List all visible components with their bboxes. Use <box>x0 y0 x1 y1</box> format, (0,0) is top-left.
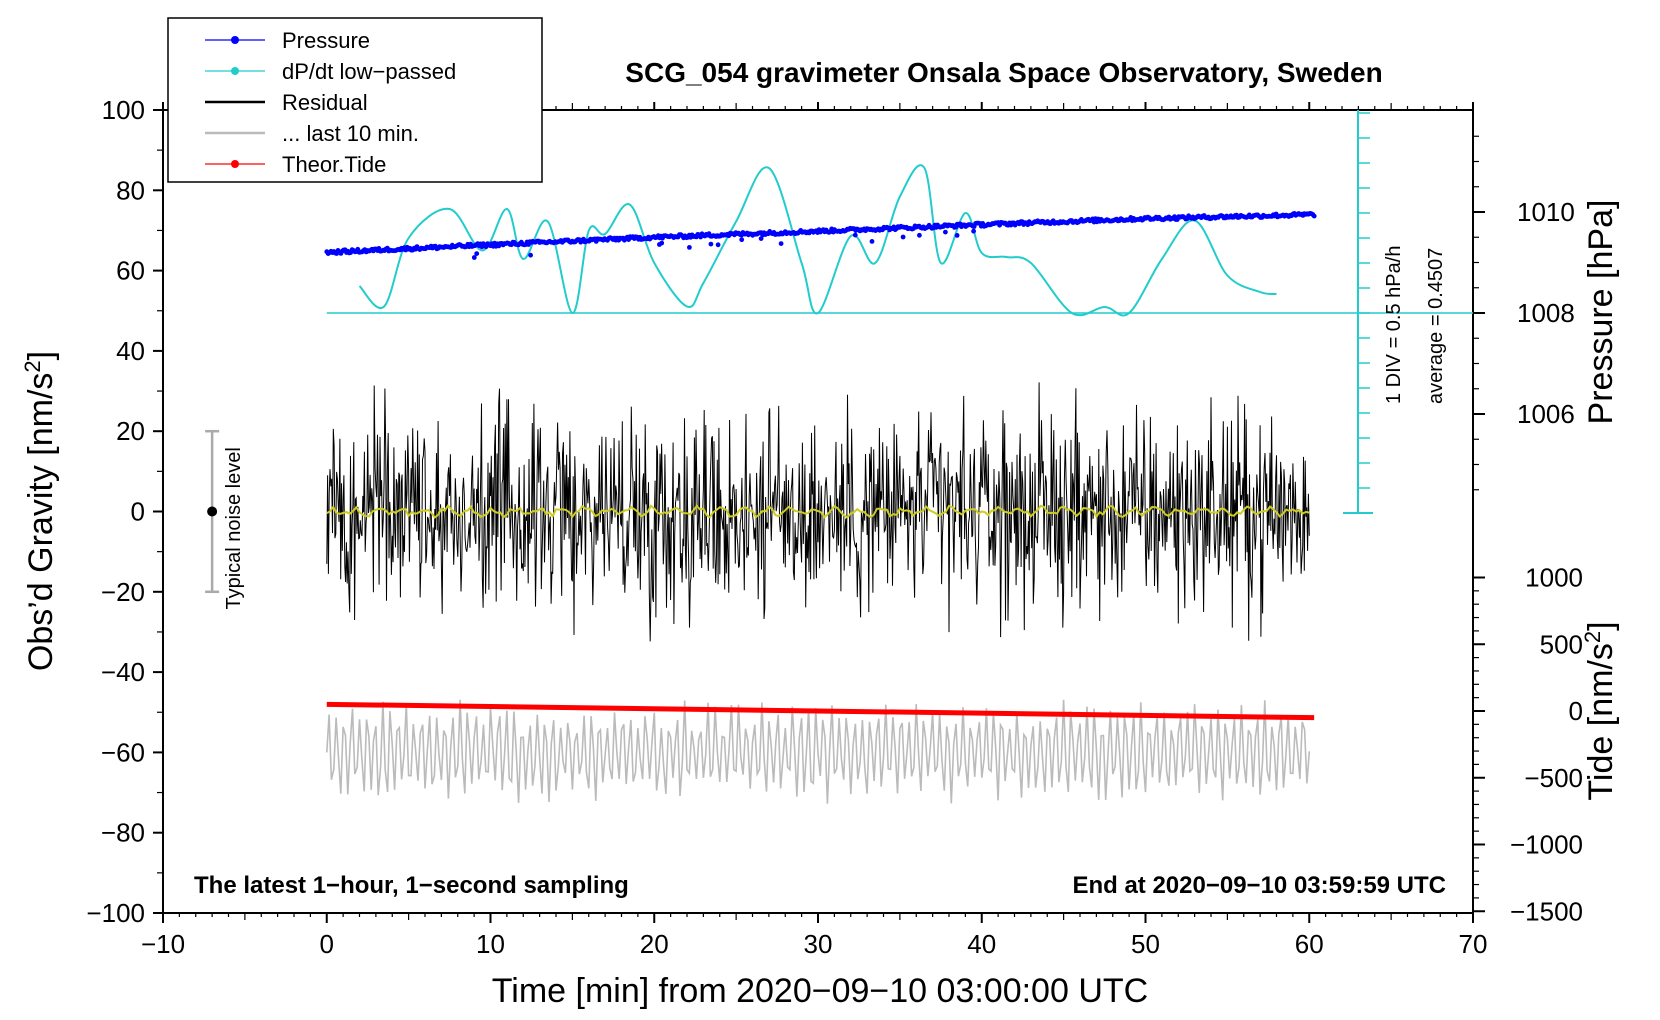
x-axis-title: Time [min] from 2020−09−10 03:00:00 UTC <box>492 972 1148 1010</box>
noise-bar-center <box>207 506 218 517</box>
pressure-outlier-point <box>739 237 745 243</box>
y-tick-label: −60 <box>101 737 145 767</box>
series-residual <box>326 382 1310 642</box>
pressure-outlier-point <box>471 255 477 260</box>
legend-marker <box>231 36 239 44</box>
y-tick-label: 40 <box>116 336 145 366</box>
legend-label: Theor.Tide <box>282 152 386 177</box>
y-tick-label: −80 <box>101 818 145 848</box>
pressure-outlier-point <box>869 239 875 244</box>
tide-tick-label: −1000 <box>1510 830 1583 860</box>
pressure-outlier-point <box>474 251 480 256</box>
y-tick-label: 60 <box>116 256 145 286</box>
y-tick-label: −20 <box>101 577 145 607</box>
series-theor-tide <box>326 701 1315 721</box>
y-tick-label: 20 <box>116 416 145 446</box>
dpdt-average-text: average = 0.4507 <box>1425 248 1447 404</box>
legend-box <box>167 17 543 183</box>
legend-label: dP/dt low−passed <box>282 59 456 84</box>
x-tick-label: 40 <box>967 929 996 959</box>
x-tick-label: 70 <box>1459 929 1488 959</box>
pressure-outlier-point <box>758 236 764 242</box>
annotation-left: The latest 1−hour, 1−second sampling <box>194 872 629 899</box>
series-dpdt-low-passed <box>358 164 1277 317</box>
legend-marker <box>231 160 239 168</box>
y-tick-label: 100 <box>102 95 145 125</box>
pressure-outlier-point <box>528 252 533 258</box>
pressure-tick-label: 1010 <box>1517 197 1575 227</box>
pressure-tick-label: 1006 <box>1517 399 1575 429</box>
y-axis-title-tide: Tide [nm/s2] <box>1580 621 1621 800</box>
y-tick-label: −100 <box>86 898 145 928</box>
tide-tick-label: −1500 <box>1510 896 1583 926</box>
legend-label: Residual <box>282 90 368 115</box>
x-tick-label: 20 <box>640 929 669 959</box>
pressure-outlier-point <box>708 241 714 247</box>
dpdt-scale-text: 1 DIV = 0.5 hPa/h <box>1383 246 1405 404</box>
y-tick-label: −40 <box>101 657 145 687</box>
x-tick-label: 60 <box>1295 929 1324 959</box>
tide-tick-label: 1000 <box>1525 563 1583 593</box>
pressure-outlier-point <box>900 234 906 240</box>
y-axis-title-left: Obs’d Gravity [nm/s2] <box>20 351 61 671</box>
y-tick-label: 0 <box>131 497 145 527</box>
chart-title: SCG_054 gravimeter Onsala Space Observat… <box>625 57 1382 88</box>
pressure-outlier-point <box>715 242 721 248</box>
tide-tick-label: 0 <box>1569 696 1583 726</box>
legend-label: ... last 10 min. <box>282 121 419 146</box>
legend-label: Pressure <box>282 28 370 53</box>
series-residual-smoothed <box>326 504 1310 519</box>
y-axis-title-pressure: Pressure [hPa] <box>1582 200 1620 425</box>
legend-marker <box>231 67 239 75</box>
noise-bar-label: Typical noise level <box>223 447 245 609</box>
tide-tick-label: 500 <box>1540 629 1583 659</box>
pressure-point <box>1311 213 1317 219</box>
pressure-outlier-point <box>657 242 662 247</box>
y-tick-label: 80 <box>116 175 145 205</box>
x-tick-label: −10 <box>141 929 185 959</box>
tide-tick-label: −500 <box>1524 763 1583 793</box>
pressure-outlier-point <box>687 245 692 250</box>
pressure-outlier-point <box>954 233 960 238</box>
x-tick-label: 10 <box>476 929 505 959</box>
pressure-outlier-point <box>852 232 858 238</box>
pressure-outlier-point <box>917 232 922 238</box>
pressure-outlier-point <box>971 228 976 234</box>
x-tick-label: 0 <box>320 929 334 959</box>
pressure-tick-label: 1008 <box>1517 298 1575 328</box>
annotation-right: End at 2020−09−10 03:59:59 UTC <box>1072 872 1446 899</box>
pressure-outlier-point <box>778 241 784 247</box>
x-tick-label: 50 <box>1131 929 1160 959</box>
x-tick-label: 30 <box>804 929 833 959</box>
pressure-outlier-point <box>943 229 948 235</box>
